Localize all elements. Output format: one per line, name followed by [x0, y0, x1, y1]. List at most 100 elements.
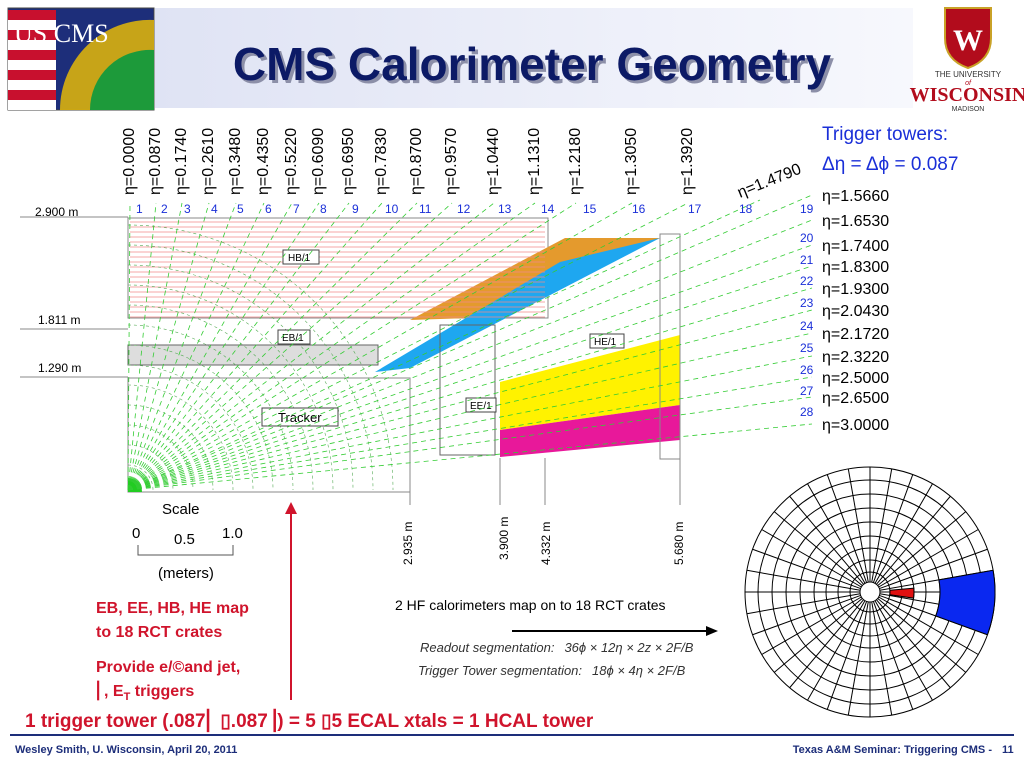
eta-line — [127, 423, 813, 491]
eta-label: η=0.6090 — [310, 128, 327, 195]
eta-line — [127, 265, 813, 491]
tower-number: 11 — [419, 202, 432, 216]
eta-line — [127, 202, 383, 491]
eta-label: η=2.5000 — [822, 370, 889, 387]
tower-number: 4 — [211, 202, 218, 216]
footer-right: Texas A&M Seminar: Triggering CMS - — [793, 744, 993, 756]
eta-label: η=0.8700 — [408, 128, 425, 195]
ee-outline — [439, 324, 496, 456]
tracker-arc — [127, 344, 274, 491]
eta-label: η=1.8300 — [822, 259, 889, 276]
eta-line — [127, 202, 265, 491]
spoke — [877, 598, 967, 673]
scale-tick: 0 — [132, 525, 140, 542]
tracker-arc — [127, 284, 334, 491]
title: CMS Calorimeter Geometry — [233, 38, 832, 90]
tower-number: 25 — [800, 341, 814, 355]
detector-label: EB/1 — [282, 333, 304, 344]
ee-band — [375, 238, 660, 372]
hf-cell — [889, 587, 915, 599]
tower-number: 19 — [800, 202, 814, 216]
hf-gap — [659, 233, 681, 460]
hf-note: 2 HF calorimeters map on to 18 RCT crate… — [395, 597, 666, 613]
arrow-head — [285, 502, 297, 514]
tracker-arc — [127, 464, 154, 491]
eta-line — [127, 202, 320, 491]
tracker-arc — [127, 224, 394, 491]
eta-line — [127, 376, 813, 491]
eta-label: η=0.1740 — [173, 128, 190, 195]
hf-polar-map — [744, 466, 996, 718]
tower-number: 18 — [739, 202, 753, 216]
eta-line — [127, 309, 813, 491]
eta-line — [127, 396, 813, 491]
eta-line — [127, 199, 761, 491]
eta-line — [127, 202, 577, 491]
title-shadow: CMS Calorimeter Geometry — [236, 41, 835, 93]
spoke — [807, 483, 866, 584]
eta-label: η=0.6950 — [340, 128, 357, 195]
eta-label: η=1.0440 — [485, 128, 502, 195]
eta-label: η=0.5220 — [283, 128, 300, 195]
logo-text: THE UNIVERSITY — [935, 70, 1002, 79]
spoke — [746, 593, 861, 615]
radius-label: 1.290 m — [38, 361, 81, 375]
spoke — [773, 511, 863, 586]
tower-number: 26 — [800, 363, 814, 377]
logo-text: WISCONSIN — [910, 84, 1024, 106]
spoke — [871, 468, 893, 583]
spoke — [752, 594, 861, 636]
z-label: 4.332 m — [539, 522, 553, 565]
spoke — [872, 474, 914, 583]
us-cms-logo: US CMS — [7, 7, 155, 111]
note: EB, EE, HB, HE map — [96, 600, 249, 617]
eta-line — [127, 194, 813, 491]
detector-label: EE/1 — [470, 401, 492, 412]
radius-label: 2.900 m — [35, 205, 78, 219]
eta-line — [127, 202, 495, 491]
eta-line — [127, 202, 536, 491]
eta-label: η=0.0000 — [121, 128, 138, 195]
spoke — [847, 601, 869, 716]
spoke — [773, 598, 863, 673]
eta-label: η=0.0870 — [147, 128, 164, 195]
spoke — [878, 529, 979, 588]
spoke — [847, 468, 869, 583]
tower-number: 28 — [800, 405, 814, 419]
tower-number: 24 — [800, 319, 814, 333]
eta-line — [127, 202, 237, 491]
spoke — [879, 548, 988, 590]
scale-tick: 0.5 — [174, 531, 195, 548]
radius-label: 1.811 m — [38, 313, 80, 327]
spoke — [871, 601, 893, 716]
eta-label: η=1.5660 — [822, 188, 889, 205]
tower-number: 27 — [800, 384, 814, 398]
spoke — [877, 511, 967, 586]
eta-line — [127, 202, 418, 491]
eta-label: η=1.3920 — [679, 128, 696, 195]
eta-line — [127, 202, 210, 491]
detector-label: HE/1 — [594, 337, 617, 348]
tower-number: 23 — [800, 296, 814, 310]
eta-label: η=2.6500 — [822, 390, 889, 407]
spoke — [874, 483, 933, 584]
footer-left: Wesley Smith, U. Wisconsin, April 20, 20… — [15, 744, 237, 756]
segmentation: Readout segmentation: 36ϕ × 12η × 2z × 2F… — [420, 640, 694, 655]
eta-label: η=0.2610 — [200, 128, 217, 195]
tower-number: 21 — [800, 253, 814, 267]
eta-label: η=2.3220 — [822, 349, 889, 366]
eta-label: η=3.0000 — [822, 417, 889, 434]
tower-number: 22 — [800, 274, 814, 288]
spoke — [878, 596, 979, 655]
spoke — [752, 548, 861, 590]
spoke — [807, 600, 866, 701]
note: to 18 RCT crates — [96, 624, 222, 641]
eta-line — [127, 202, 183, 491]
tower-number: 10 — [385, 202, 399, 216]
spoke — [826, 474, 868, 583]
tracker-arc — [127, 244, 374, 491]
tower-number: 5 — [237, 202, 244, 216]
spoke — [789, 599, 864, 689]
scale-tick: 1.0 — [222, 525, 243, 542]
